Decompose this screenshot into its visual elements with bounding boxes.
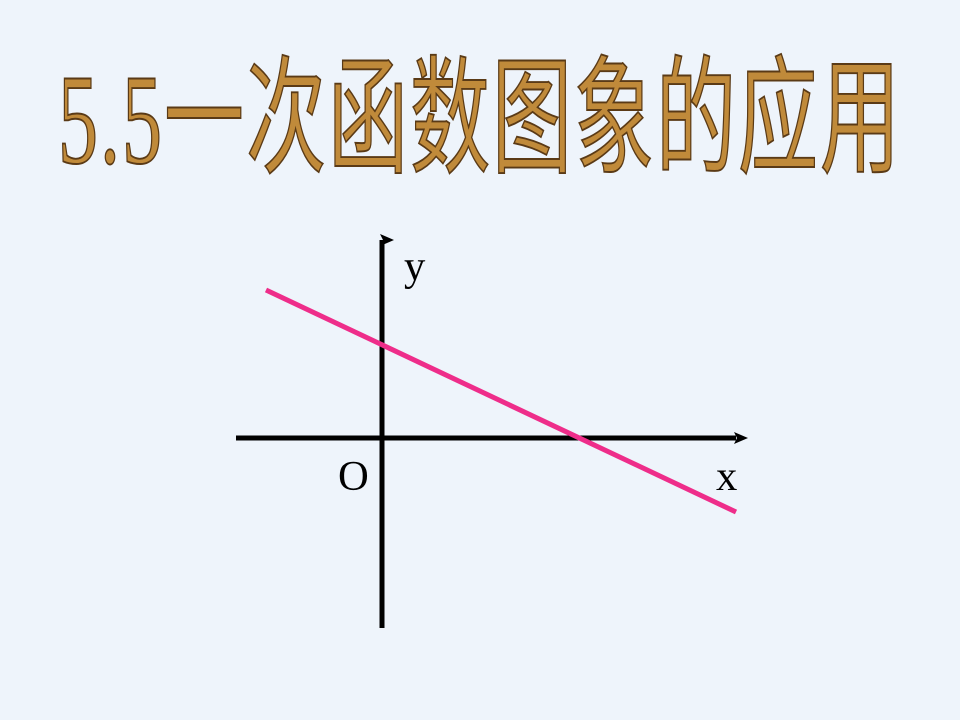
slide: 5.5一次函数图象的应用 y x O [0, 0, 960, 720]
slide-title: 5.5一次函数图象的应用 [58, 15, 902, 201]
title-container: 5.5一次函数图象的应用 [0, 50, 960, 166]
function-line [266, 290, 736, 512]
x-axis-label: x [716, 452, 737, 501]
y-axis-label: y [404, 242, 425, 291]
linear-function-graph: y x O [196, 228, 756, 648]
origin-label: O [338, 452, 369, 501]
graph-svg [196, 228, 756, 648]
